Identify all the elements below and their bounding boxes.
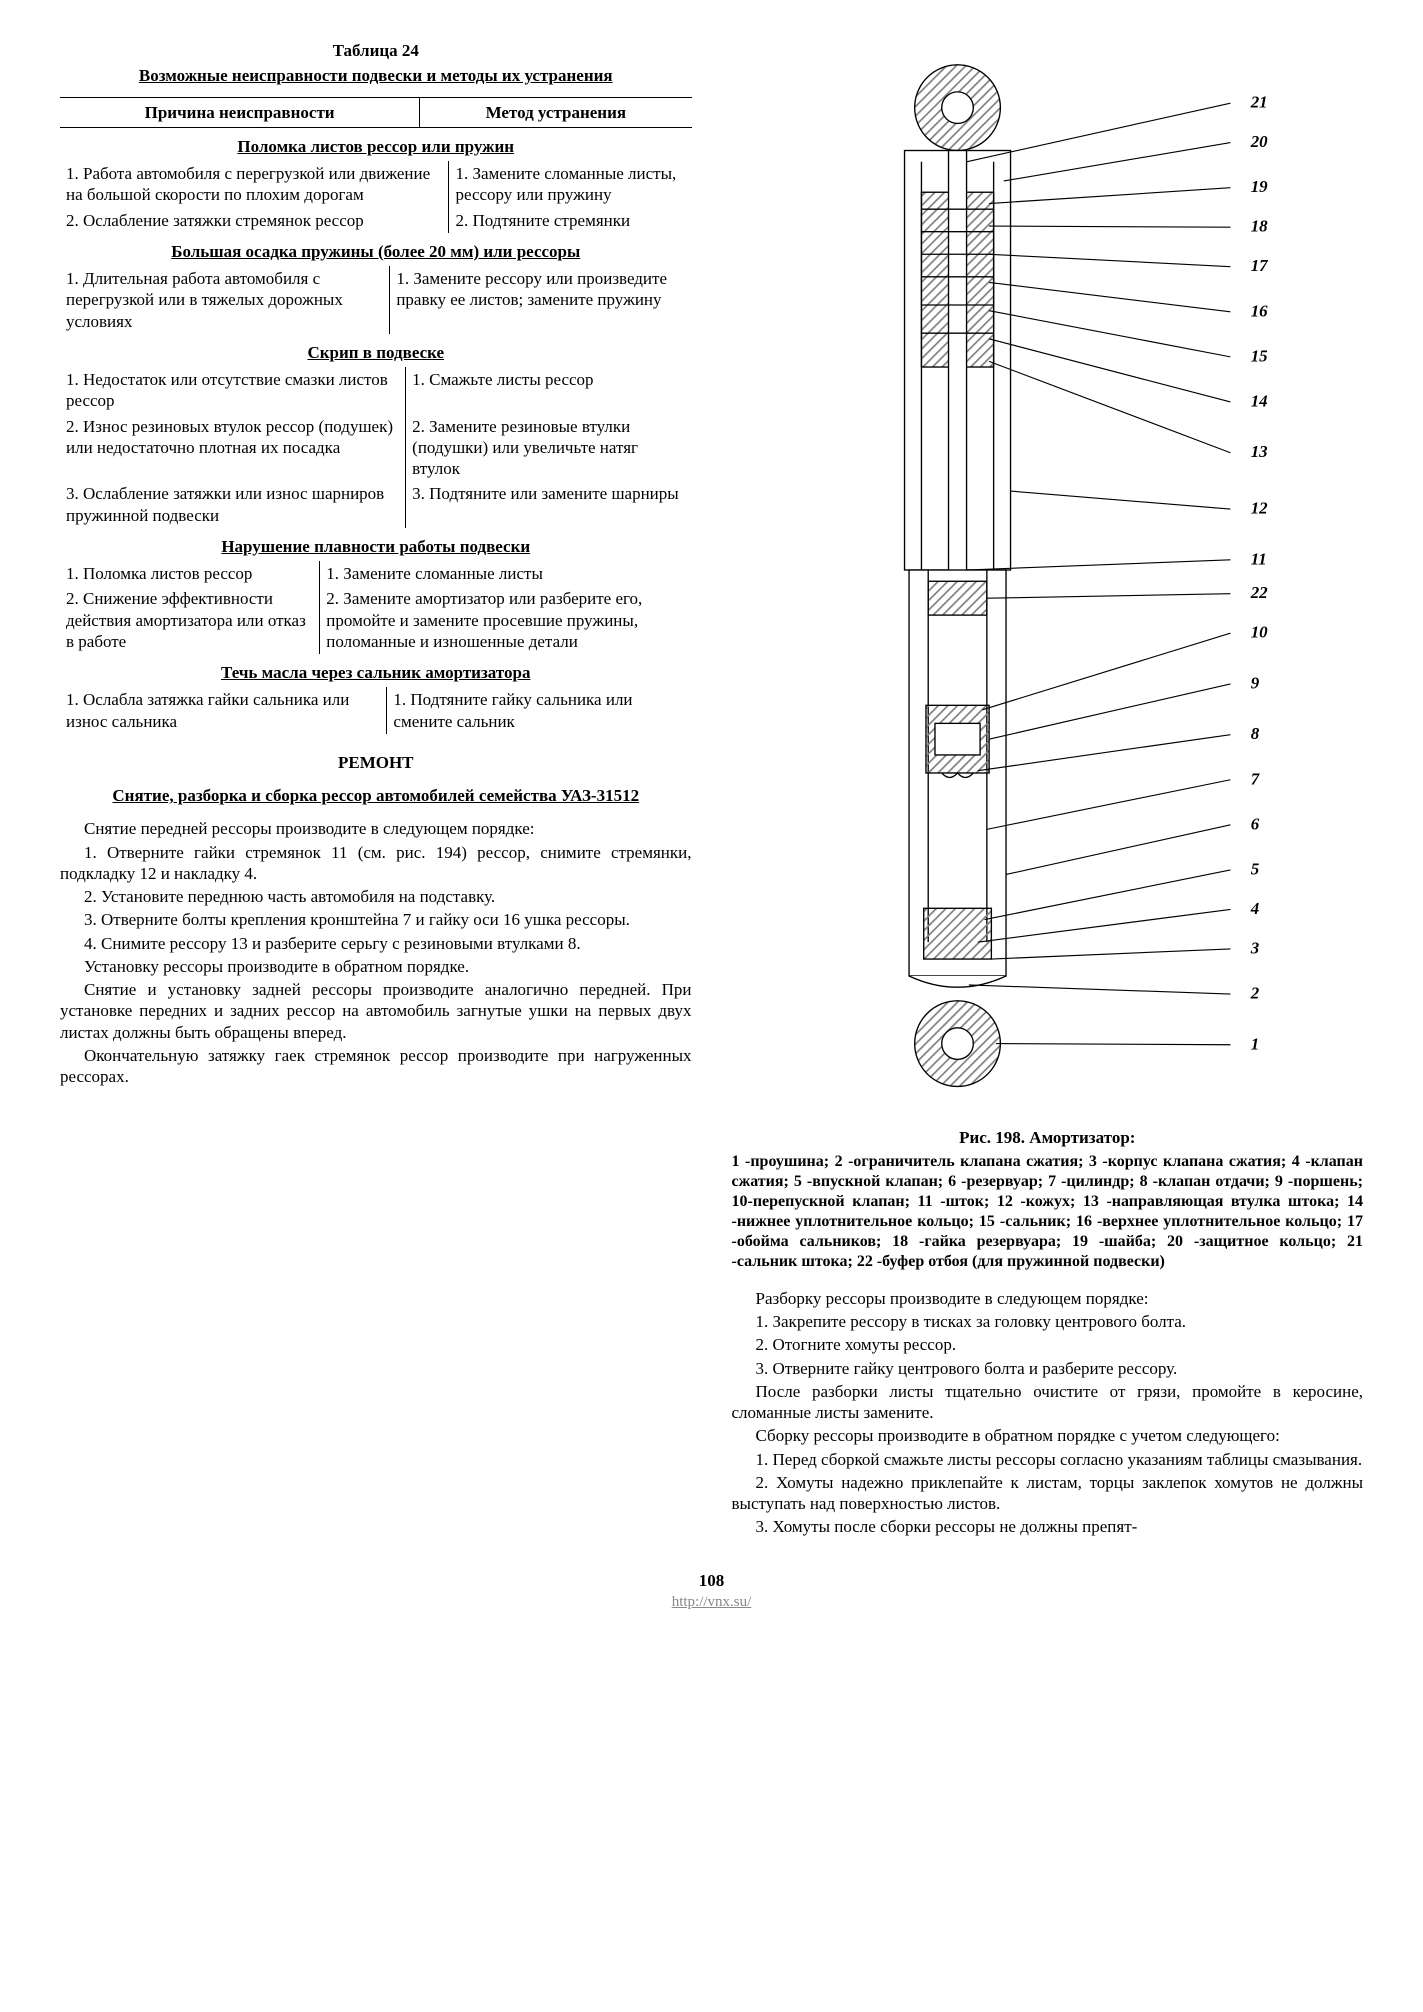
svg-text:22: 22	[1249, 583, 1267, 602]
left-p1: Снятие передней рессоры производите в сл…	[60, 818, 692, 839]
figure-caption-body: 1 -проушина; 2 -ограничитель клапана сжа…	[732, 1152, 1364, 1272]
page-number: 108	[60, 1570, 1363, 1591]
svg-text:7: 7	[1250, 769, 1260, 788]
figure-198: 21201918171615141312112210987654321	[732, 40, 1364, 1117]
svg-text:19: 19	[1250, 177, 1267, 196]
svg-text:14: 14	[1250, 391, 1267, 410]
right-p8: 2. Хомуты надежно приклепайте к листам, …	[732, 1472, 1364, 1515]
section-3-rows: 1. Недостаток или отсутствие смазки лист…	[60, 367, 692, 528]
svg-text:10: 10	[1250, 623, 1267, 642]
right-p9: 3. Хомуты после сборки рессоры не должны…	[732, 1516, 1364, 1537]
fault-table: Причина неисправности Метод устранения	[60, 97, 692, 128]
svg-text:8: 8	[1250, 724, 1259, 743]
left-p6: Установку рессоры производите в обратном…	[60, 956, 692, 977]
right-p2: 1. Закрепите рессору в тисках за головку…	[732, 1311, 1364, 1332]
table-title: Возможные неисправности подвески и метод…	[60, 65, 692, 86]
col-fix: Метод устранения	[420, 97, 692, 127]
footer-link[interactable]: http://vnx.su/	[60, 1593, 1363, 1612]
svg-text:20: 20	[1249, 132, 1267, 151]
left-p2: 1. Отверните гайки стремянок 11 (см. рис…	[60, 842, 692, 885]
table-label: Таблица 24	[60, 40, 692, 61]
right-p3: 2. Отогните хомуты рессор.	[732, 1334, 1364, 1355]
svg-text:16: 16	[1250, 301, 1267, 320]
svg-text:17: 17	[1250, 256, 1268, 275]
svg-text:1: 1	[1250, 1034, 1258, 1053]
left-p8: Окончательную затяжку гаек стремянок рес…	[60, 1045, 692, 1088]
svg-text:2: 2	[1249, 984, 1259, 1003]
right-p4: 3. Отверните гайку центрового болта и ра…	[732, 1358, 1364, 1379]
svg-text:13: 13	[1250, 442, 1267, 461]
svg-text:15: 15	[1250, 346, 1267, 365]
shock-absorber-diagram: 21201918171615141312112210987654321	[732, 40, 1364, 1111]
col-cause: Причина неисправности	[60, 97, 420, 127]
svg-text:12: 12	[1250, 499, 1267, 518]
svg-text:21: 21	[1249, 93, 1267, 112]
svg-text:3: 3	[1249, 938, 1258, 957]
svg-text:9: 9	[1250, 673, 1259, 692]
section-4-rows: 1. Поломка листов рессор1. Замените слом…	[60, 561, 692, 654]
right-p5: После разборки листы тщательно очистите …	[732, 1381, 1364, 1424]
svg-text:5: 5	[1250, 859, 1259, 878]
right-p7: 1. Перед сборкой смажьте листы рессоры с…	[732, 1449, 1364, 1470]
section-1-rows: 1. Работа автомобиля с перегрузкой или д…	[60, 161, 692, 233]
repair-heading: РЕМОНТ	[60, 752, 692, 773]
section-4: Нарушение плавности работы подвески	[60, 536, 692, 557]
section-1: Поломка листов рессор или пружин	[60, 136, 692, 157]
figure-caption-title: Рис. 198. Амортизатор:	[732, 1127, 1364, 1148]
section-2: Большая осадка пружины (более 20 мм) или…	[60, 241, 692, 262]
svg-text:11: 11	[1250, 549, 1266, 568]
left-p7: Снятие и установку задней рессоры произв…	[60, 979, 692, 1043]
section-5: Течь масла через сальник амортизатора	[60, 662, 692, 683]
left-p5: 4. Снимите рессору 13 и разберите серьгу…	[60, 933, 692, 954]
svg-text:6: 6	[1250, 814, 1259, 833]
left-p3: 2. Установите переднюю часть автомобиля …	[60, 886, 692, 907]
svg-text:18: 18	[1250, 217, 1267, 236]
sub-heading: Снятие, разборка и сборка рессор автомоб…	[60, 785, 692, 806]
svg-text:4: 4	[1249, 899, 1258, 918]
section-2-rows: 1. Длительная работа автомобиля с перегр…	[60, 266, 692, 334]
section-3: Скрип в подвеске	[60, 342, 692, 363]
section-5-rows: 1. Ослабла затяжка гайки сальника или из…	[60, 687, 692, 734]
left-p4: 3. Отверните болты крепления кронштейна …	[60, 909, 692, 930]
right-p6: Сборку рессоры производите в обратном по…	[732, 1425, 1364, 1446]
right-p1: Разборку рессоры производите в следующем…	[732, 1288, 1364, 1309]
